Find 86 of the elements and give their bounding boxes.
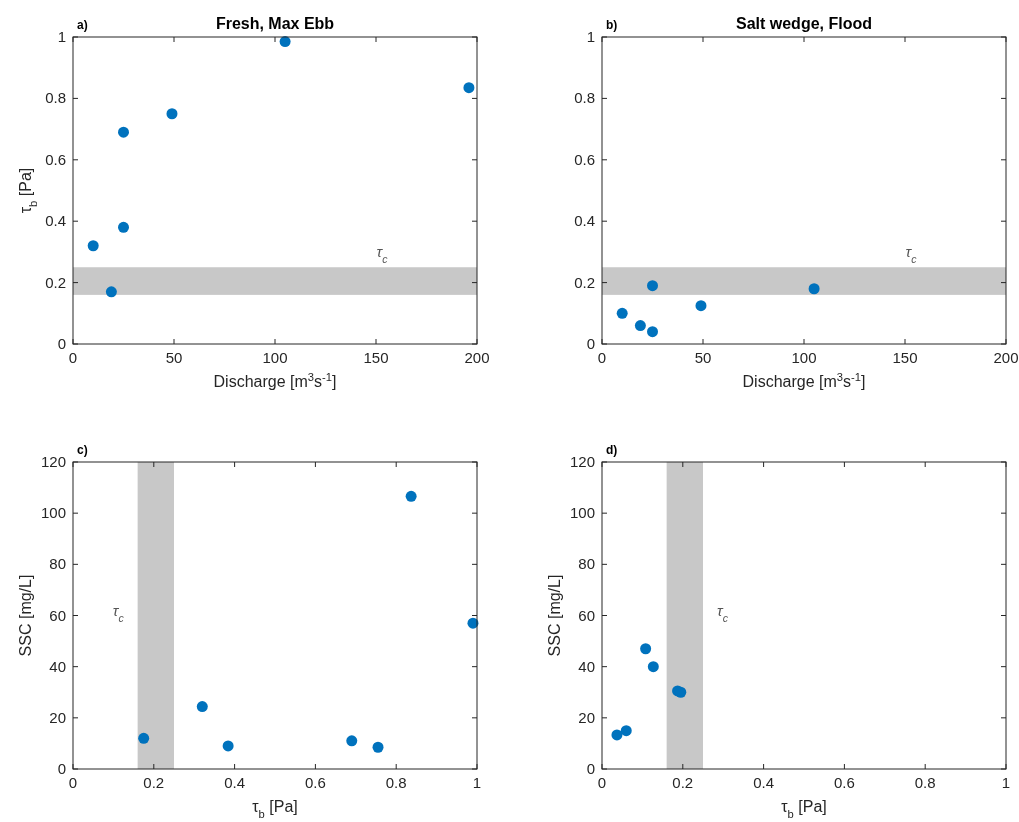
y-tick-label: 20: [49, 708, 66, 726]
x-axis-title: τ$_{b}$ [Pa]: [252, 798, 298, 820]
point: [87, 240, 99, 252]
y-tick-label: 100: [40, 504, 66, 522]
point: [138, 732, 150, 744]
y-tick-label: 0: [586, 335, 595, 352]
point: [695, 300, 707, 312]
x-tick-label: 100: [791, 349, 817, 366]
y-tick-label: 0.4: [574, 212, 595, 230]
x-tick-label: 0.8: [914, 774, 936, 791]
band-label: τ$_{c}$: [376, 243, 389, 266]
text: b): [606, 18, 618, 32]
text: c): [77, 443, 88, 457]
y-tick-label: 0: [586, 760, 595, 777]
point: [808, 283, 820, 295]
x-tick-label: 1: [1001, 774, 1011, 791]
text: d): [606, 443, 618, 457]
point: [640, 643, 652, 655]
x-tick-label: 50: [165, 349, 183, 366]
x-tick-label: 200: [464, 349, 490, 366]
y-tick-label: 60: [578, 606, 595, 624]
x-tick-label: 150: [892, 349, 918, 366]
x-tick-label: 0.6: [304, 774, 326, 791]
x-axis-title: Discharge [m$^{3}$s$^{-1}$]: [213, 371, 337, 390]
band-label: τ$_{c}$: [905, 243, 918, 266]
x-tick-label: 0.2: [143, 774, 165, 791]
x-tick-label: 0.8: [385, 774, 407, 791]
x-tick-label: 0.6: [833, 774, 855, 791]
point: [196, 701, 208, 713]
point: [611, 729, 623, 741]
x-tick-label: 200: [993, 349, 1019, 366]
y-tick-label: 0.2: [574, 273, 595, 291]
x-tick-label: 0: [597, 774, 607, 791]
y-tick-label: 0.6: [574, 150, 595, 168]
point: [647, 326, 658, 338]
chart-title: Fresh, Max Ebb: [215, 15, 335, 32]
x-tick-label: 0.2: [672, 774, 694, 791]
point: [647, 280, 658, 292]
point: [634, 320, 646, 332]
text: a): [77, 18, 88, 32]
x-tick-label: 0.4: [224, 774, 246, 791]
x-tick-label: 50: [694, 349, 712, 366]
y-tick-label: 100: [569, 504, 595, 522]
y-tick-label: 1: [57, 28, 66, 45]
x-tick-label: 0.4: [753, 774, 775, 791]
x-tick-label: 150: [363, 349, 389, 366]
x-tick-label: 100: [262, 349, 288, 366]
chart-title: Salt wedge, Flood: [735, 15, 873, 32]
band-label: τ$_{c}$: [112, 601, 125, 624]
y-tick-label: 40: [49, 657, 66, 675]
y-tick-label: 0.8: [45, 89, 66, 107]
x-axis-title: Discharge [m$^{3}$s$^{-1}$]: [742, 371, 866, 390]
point: [616, 307, 628, 319]
y-tick-label: 20: [578, 708, 595, 726]
y-tick-label: 60: [49, 606, 66, 624]
y-tick-label: 0: [57, 335, 66, 352]
y-axis-title: SSC [mg/L]: [546, 574, 563, 657]
point: [405, 490, 417, 502]
point: [166, 108, 178, 120]
point: [463, 82, 475, 94]
y-tick-label: 40: [578, 657, 595, 675]
y-tick-label: 0.8: [574, 89, 595, 107]
point: [222, 740, 234, 752]
y-tick-label: 0.4: [45, 212, 66, 230]
x-tick-label: 1: [472, 774, 482, 791]
x-tick-label: 0: [68, 349, 78, 366]
y-tick-label: 0.2: [45, 273, 66, 291]
y-tick-label: 120: [40, 453, 66, 470]
x-tick-label: 0: [597, 349, 607, 366]
y-tick-label: 80: [49, 555, 66, 573]
point: [647, 661, 659, 673]
y-tick-label: 0: [57, 760, 66, 777]
point: [105, 286, 117, 298]
x-axis-title: τ$_{b}$ [Pa]: [781, 798, 827, 820]
point: [118, 126, 129, 138]
band-label: τ$_{c}$: [717, 601, 729, 624]
point: [118, 221, 129, 233]
x-tick-label: 0: [68, 774, 78, 791]
point: [372, 741, 384, 753]
point: [346, 735, 358, 747]
y-tick-label: 0.6: [45, 150, 66, 168]
y-tick-label: 1: [586, 28, 595, 45]
point: [620, 725, 632, 737]
y-tick-label: 120: [569, 453, 595, 470]
y-axis-title: SSC [mg/L]: [17, 574, 34, 657]
y-tick-label: 80: [578, 555, 595, 573]
